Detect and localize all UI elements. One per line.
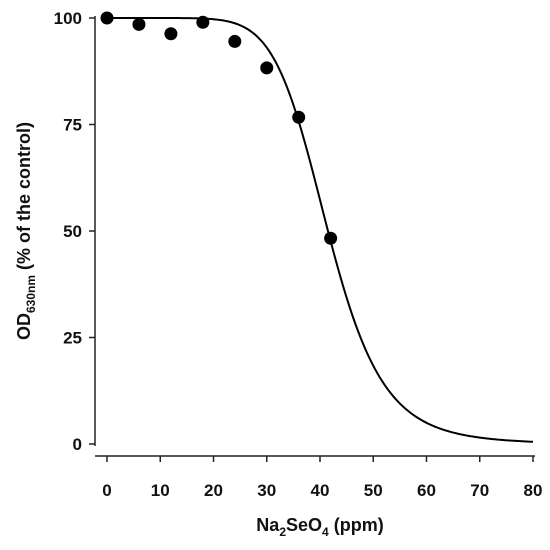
y-tick-label: 75 <box>63 116 82 135</box>
x-tick-label: 60 <box>417 481 436 500</box>
y-tick-label: 100 <box>54 9 82 28</box>
data-points <box>100 11 338 245</box>
data-point <box>228 34 242 48</box>
y-axis-label: OD630nm (% of the control) <box>14 122 38 340</box>
y-tick-label: 0 <box>73 435 82 454</box>
x-tick-label: 50 <box>364 481 383 500</box>
data-point <box>260 61 274 75</box>
y-tick-label: 50 <box>63 222 82 241</box>
axes <box>94 16 535 457</box>
x-tick-label: 80 <box>524 481 543 500</box>
ticks: 0 25 50 75 100 0 10 20 30 40 50 60 70 80 <box>54 9 543 500</box>
data-point <box>292 110 306 124</box>
x-tick-label: 0 <box>102 481 111 500</box>
x-tick-label: 10 <box>151 481 170 500</box>
x-tick-label: 30 <box>257 481 276 500</box>
x-axis-label: Na2SeO4 (ppm) <box>256 515 383 539</box>
data-point <box>196 15 210 29</box>
x-tick-label: 70 <box>470 481 489 500</box>
data-point <box>164 27 178 41</box>
data-point <box>132 17 146 31</box>
x-tick-label: 40 <box>311 481 330 500</box>
x-tick-label: 20 <box>204 481 223 500</box>
data-point <box>100 11 114 25</box>
y-tick-label: 25 <box>63 329 82 348</box>
data-point <box>324 231 338 245</box>
fitted-curve-line <box>107 17 534 443</box>
